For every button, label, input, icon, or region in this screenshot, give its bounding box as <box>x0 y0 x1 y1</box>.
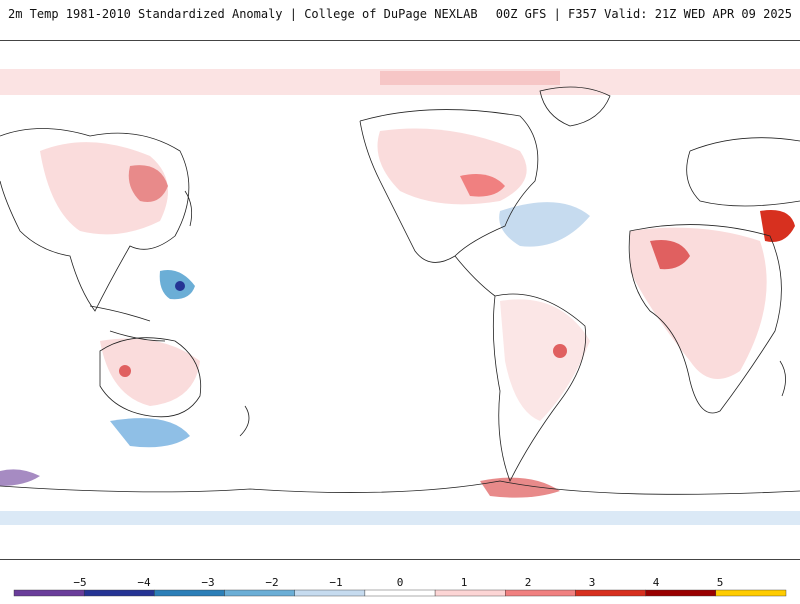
colorbar-tick-label: −1 <box>329 576 343 589</box>
coastlines <box>0 86 800 495</box>
antarctic-warm-core <box>480 477 560 498</box>
colorbar-tick-label: 5 <box>716 576 724 589</box>
greenland-coastline <box>539 86 611 127</box>
australia-warm-anomaly <box>100 338 200 406</box>
africa-warm-anomaly <box>630 227 767 379</box>
north-america-warm-core <box>460 173 505 197</box>
map-title: 2m Temp 1981-2010 Standardized Anomaly |… <box>8 7 478 21</box>
colorbar-tick-label: 1 <box>460 576 468 589</box>
south-america-coastline <box>492 293 587 482</box>
colorbar-tick-label: −4 <box>137 576 151 589</box>
colorbar-tick-label: 4 <box>652 576 660 589</box>
south-pacific-cool <box>110 418 190 448</box>
atlantic-cool-anomaly <box>499 202 590 247</box>
map-header: 2m Temp 1981-2010 Standardized Anomaly |… <box>0 0 800 30</box>
asia-coastline <box>0 128 190 312</box>
colorbar-tick-label: −5 <box>73 576 87 589</box>
north-america-coastline <box>359 109 539 263</box>
colorbar-swatch <box>575 589 646 597</box>
south-america-anomaly <box>500 299 590 421</box>
colorbar-tick-label: 3 <box>588 576 596 589</box>
colorbar-swatch <box>505 589 576 597</box>
colorbar-swatch <box>83 589 155 597</box>
africa-warm-core-1 <box>650 240 690 270</box>
colorbar-tick-label: 2 <box>524 576 532 589</box>
colorbar-tick-label: −2 <box>265 576 279 589</box>
colorbar-swatch <box>645 589 717 597</box>
colorbar-swatch <box>364 589 436 597</box>
mideast-warm-core <box>760 210 795 242</box>
colorbar: −5 −4 −3 −2 −1 0 1 2 3 4 5 <box>0 560 800 600</box>
antarctica-coastline <box>0 480 800 495</box>
africa-coastline <box>628 224 782 414</box>
europe-coastline <box>686 137 800 207</box>
indonesia-coastline <box>89 305 166 342</box>
colorbar-tick-label: 0 <box>396 576 404 589</box>
model-valid-time: 00Z GFS | F357 Valid: 21Z WED APR 09 202… <box>495 7 792 21</box>
asia-warm-core <box>128 165 168 202</box>
colorbar-swatch <box>715 589 787 597</box>
arctic-warm-core <box>380 71 560 85</box>
central-america-coastline <box>454 255 496 297</box>
antarctic-cold-core <box>0 469 40 486</box>
madagascar-coastline <box>779 360 786 397</box>
colorbar-swatch <box>294 589 366 597</box>
colorbar-swatch <box>224 589 295 597</box>
colorbar-svg <box>13 589 787 597</box>
north-america-warm <box>377 128 527 205</box>
australia-warm-core <box>119 365 131 377</box>
colorbar-swatch <box>154 589 225 597</box>
japan-coastline <box>184 190 193 227</box>
new-zealand-coastline <box>239 405 250 437</box>
world-map-svg <box>0 69 800 525</box>
pacific-cool-core <box>175 281 185 291</box>
australia-coastline <box>99 337 202 418</box>
colorbar-swatch <box>13 589 85 597</box>
colorbar-swatch <box>434 589 506 597</box>
south-america-warm-core <box>553 344 567 358</box>
asia-warm-anomaly <box>40 142 168 235</box>
anomaly-map <box>0 40 800 560</box>
colorbar-tick-label: −3 <box>201 576 215 589</box>
southern-ocean-cool-band <box>0 511 800 525</box>
